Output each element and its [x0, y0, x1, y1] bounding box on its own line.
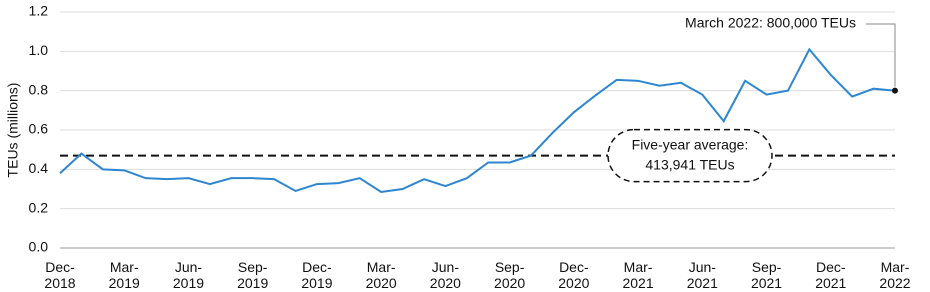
- y-tick-label: 1.2: [29, 3, 49, 19]
- y-tick-label: 1.0: [29, 42, 49, 58]
- y-axis-label: TEUs (millions): [5, 83, 21, 178]
- reference-label: 413,941 TEUs: [645, 156, 734, 172]
- y-tick-label: 0.8: [29, 81, 49, 97]
- x-tick-label: Dec-2020: [558, 259, 589, 291]
- x-tick-label: Mar-2021: [622, 259, 653, 291]
- callout-line: [866, 23, 896, 87]
- y-tick-label: 0.2: [29, 199, 49, 215]
- y-tick-label: 0.0: [29, 239, 49, 255]
- end-point: [892, 87, 898, 94]
- x-tick-label: Sep-2020: [494, 259, 525, 291]
- annotation-box: [607, 128, 773, 183]
- y-tick-label: 0.4: [29, 160, 49, 176]
- y-tick-label: 0.6: [29, 121, 49, 137]
- x-tick-label: Jun-2019: [173, 259, 204, 291]
- x-tick-label: Jun-2021: [687, 259, 718, 291]
- annotation: March 2022: 800,000 TEUs: [685, 15, 856, 31]
- x-tick-label: Jun-2020: [430, 259, 461, 291]
- x-tick-label: Dec-2019: [301, 259, 332, 291]
- x-tick-label: Mar-2022: [879, 259, 910, 291]
- x-tick-label: Mar-2019: [109, 259, 140, 291]
- x-tick-label: Sep-2019: [237, 259, 268, 291]
- x-tick-label: Dec-2018: [44, 259, 75, 291]
- line: [59, 47, 896, 193]
- x-tick-label: Mar-2020: [366, 259, 397, 291]
- reference-label: Five-year average:: [632, 136, 749, 152]
- x-tick-label: Dec-2021: [815, 259, 846, 291]
- x-tick-label: Sep-2021: [751, 259, 782, 291]
